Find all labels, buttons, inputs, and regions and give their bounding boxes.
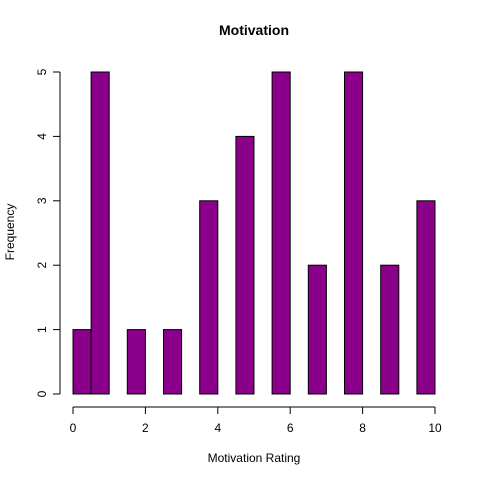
y-tick-label: 1: [35, 326, 49, 333]
bar-1: [91, 72, 109, 394]
y-tick-label: 5: [35, 68, 49, 75]
x-tick-label: 4: [214, 421, 221, 435]
bar-2: [127, 330, 145, 394]
bar-0: [73, 330, 91, 394]
bar-10: [417, 201, 435, 394]
y-tick-label: 3: [35, 197, 49, 204]
bar-8: [345, 72, 363, 394]
bar-4: [200, 201, 218, 394]
x-tick-label: 0: [70, 421, 77, 435]
x-tick-label: 2: [142, 421, 149, 435]
chart-title: Motivation: [219, 22, 289, 38]
x-tick-label: 6: [287, 421, 294, 435]
y-axis-label: Frequency: [3, 204, 17, 261]
x-axis-label: Motivation Rating: [208, 451, 301, 465]
bar-6: [272, 72, 290, 394]
x-tick-label: 8: [359, 421, 366, 435]
bar-7: [308, 265, 326, 394]
x-axis: 0 2 4 6 8 10: [70, 407, 442, 435]
bar-5: [236, 136, 254, 394]
y-tick-label: 2: [35, 262, 49, 269]
y-axis: 0 1 2 3 4 5: [35, 68, 60, 397]
y-tick-label: 0: [35, 390, 49, 397]
x-tick-label: 10: [428, 421, 442, 435]
y-tick-label: 4: [35, 133, 49, 140]
bar-9: [381, 265, 399, 394]
bar-3: [164, 330, 182, 394]
bars-group: [73, 72, 435, 394]
